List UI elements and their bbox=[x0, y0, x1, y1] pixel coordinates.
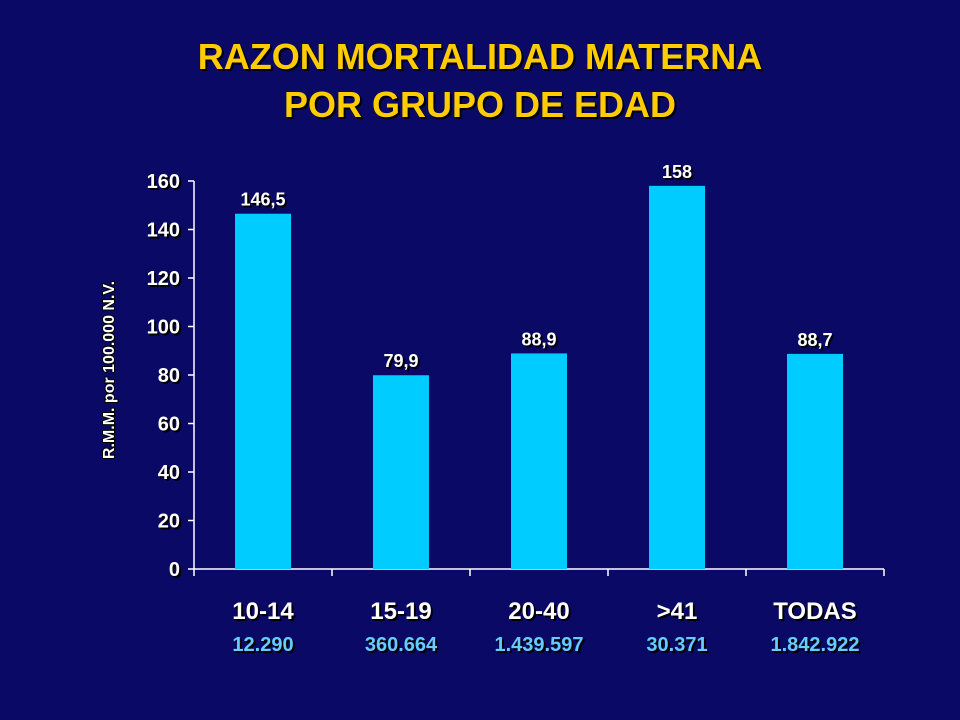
y-tick-label-shadow: 0 bbox=[171, 561, 182, 583]
y-axis-title: R.M.M. por 100.000 N.V. bbox=[101, 281, 118, 459]
x-category-label: 10-14 bbox=[232, 598, 294, 625]
y-tick-label-shadow: 40 bbox=[160, 464, 182, 486]
y-axis: 0020204040606080801001001201201401401601… bbox=[147, 171, 195, 583]
chart-title-line2: POR GRUPO DE EDAD bbox=[283, 84, 677, 125]
bar-value-label: 79,9 bbox=[383, 351, 418, 371]
x-category-sublabel-shadow: 30.371 bbox=[648, 636, 709, 658]
y-tick-label-group: 00 bbox=[169, 559, 182, 583]
x-category-sublabel: 30.371 bbox=[646, 634, 707, 656]
y-tick-label: 40 bbox=[158, 462, 180, 484]
x-category-label-shadow: 20-40 bbox=[510, 600, 571, 627]
bar-value-label-shadow: 88,9 bbox=[523, 331, 558, 351]
y-tick-label-shadow: 20 bbox=[160, 513, 182, 535]
x-category-sublabel: 1.842.922 bbox=[771, 634, 860, 656]
bar-value-label: 88,9 bbox=[521, 329, 556, 349]
bar-value-label-shadow: 158 bbox=[664, 164, 694, 184]
bar-value-label: 158 bbox=[662, 162, 692, 182]
y-tick-label: 160 bbox=[147, 171, 180, 193]
x-category-sublabel-shadow: 1.439.597 bbox=[497, 636, 586, 658]
x-category-sublabel: 1.439.597 bbox=[495, 634, 584, 656]
x-category-label-shadow: 15-19 bbox=[372, 600, 433, 627]
y-tick-label-shadow: 140 bbox=[149, 222, 182, 244]
bar bbox=[787, 353, 843, 569]
bar-value-label-shadow: 88,7 bbox=[799, 332, 834, 352]
x-axis: 10-1410-1412.29012.29015-1915-19360.6643… bbox=[193, 568, 885, 658]
y-tick-label: 120 bbox=[147, 268, 180, 290]
y-tick-label: 100 bbox=[147, 317, 180, 339]
x-category-sublabel: 360.664 bbox=[365, 634, 438, 656]
x-category-sublabel-shadow: 12.290 bbox=[234, 636, 295, 658]
x-category-label-shadow: TODAS bbox=[775, 600, 859, 627]
y-tick-label: 60 bbox=[158, 414, 180, 436]
chart-title-line1: RAZON MORTALIDAD MATERNA bbox=[197, 36, 763, 77]
bar-value-label: 146,5 bbox=[240, 190, 285, 210]
y-tick-label-shadow: 100 bbox=[149, 319, 182, 341]
bar-value-label-group: 88,988,9 bbox=[521, 329, 558, 351]
y-tick-label-shadow: 160 bbox=[149, 173, 182, 195]
x-category-label: TODAS bbox=[773, 598, 857, 625]
bar-value-label: 88,7 bbox=[797, 330, 832, 350]
bar-value-label-group: 79,979,9 bbox=[383, 351, 420, 373]
x-category-label-shadow: 10-14 bbox=[234, 600, 296, 627]
y-tick-label: 20 bbox=[158, 511, 180, 533]
bar-value-label-group: 88,788,7 bbox=[797, 330, 834, 352]
y-tick-label: 140 bbox=[147, 220, 180, 242]
x-category-sublabel-shadow: 1.842.922 bbox=[773, 636, 862, 658]
x-category-label: >41 bbox=[657, 598, 698, 625]
bar-value-label-shadow: 146,5 bbox=[242, 192, 287, 212]
y-tick-label: 0 bbox=[169, 559, 180, 581]
y-tick-label-shadow: 120 bbox=[149, 270, 182, 292]
x-category-label: 15-19 bbox=[370, 598, 431, 625]
y-tick-label-shadow: 60 bbox=[160, 416, 182, 438]
bar bbox=[235, 213, 291, 570]
x-category-sublabel-shadow: 360.664 bbox=[367, 636, 440, 658]
bar bbox=[511, 353, 567, 569]
bar bbox=[649, 185, 705, 569]
x-category-sublabel: 12.290 bbox=[232, 634, 293, 656]
x-category-label-shadow: >41 bbox=[659, 600, 700, 627]
bar bbox=[373, 375, 429, 569]
y-tick-label: 80 bbox=[158, 365, 180, 387]
x-category-label: 20-40 bbox=[508, 598, 569, 625]
x-category-label-group: >41>41 bbox=[657, 598, 700, 627]
bar-value-label-shadow: 79,9 bbox=[385, 353, 420, 373]
y-tick-label-shadow: 80 bbox=[160, 367, 182, 389]
